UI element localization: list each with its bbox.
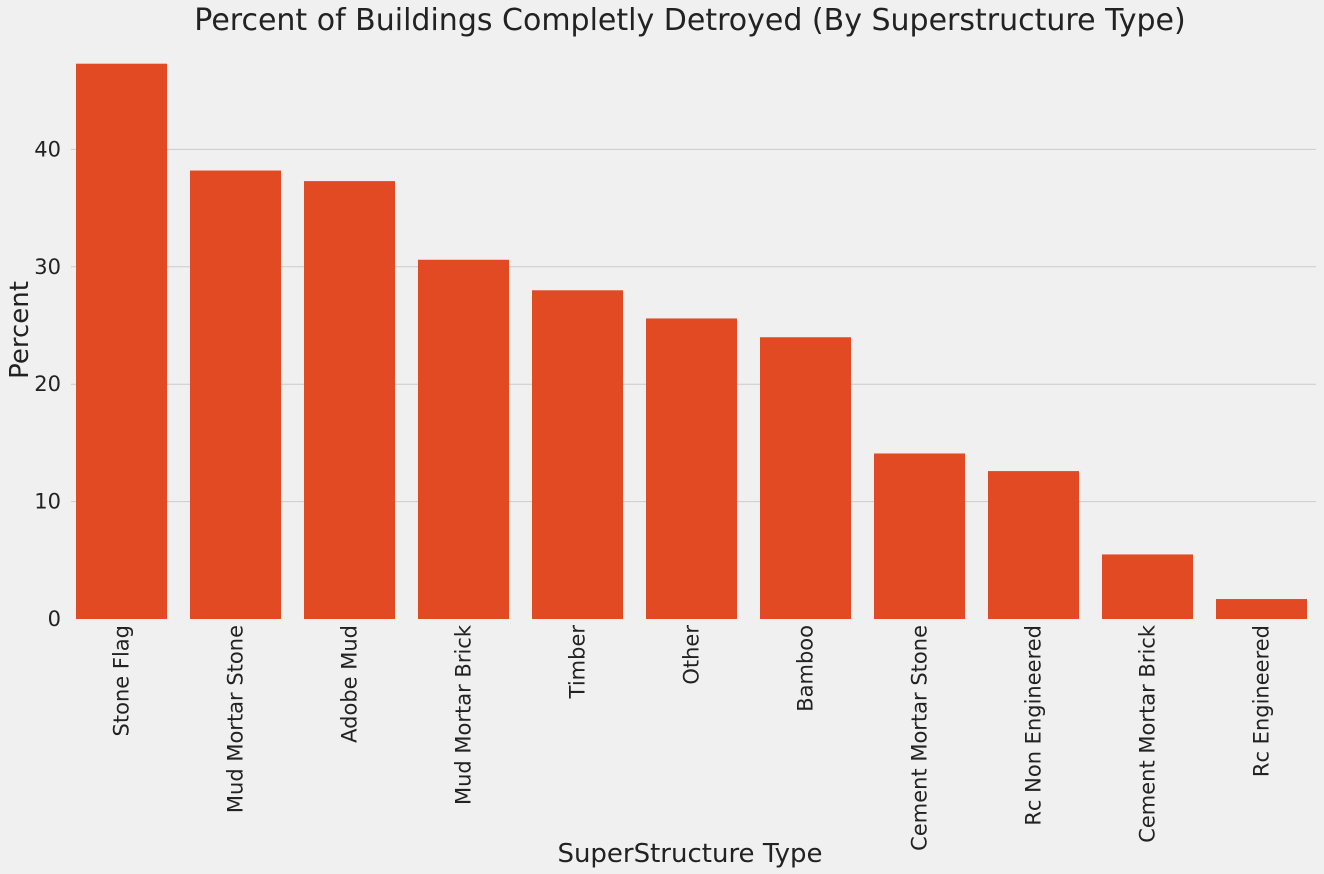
y-tick-label: 30 [34,255,61,279]
y-tick-label: 20 [34,372,61,396]
x-tick-label: Mud Mortar Brick [452,624,476,805]
x-tick-label: Other [680,625,704,685]
x-tick-label: Bamboo [794,625,818,712]
y-tick-label: 10 [34,490,61,514]
bar [760,337,851,619]
x-tick-label: Cement Mortar Brick [1136,624,1160,843]
bar [418,259,509,619]
x-tick-label: Stone Flag [110,625,134,736]
x-tick-label: Mud Mortar Stone [224,625,248,813]
bar [76,63,167,619]
bar [304,181,395,619]
x-tick-label: Rc Non Engineered [1022,625,1046,826]
bar [988,471,1079,619]
x-tick-label: Adobe Mud [338,625,362,743]
bar [532,290,623,619]
chart-title: Percent of Buildings Completly Detroyed … [194,3,1185,38]
x-tick-label: Rc Engineered [1250,625,1274,777]
bar [1216,599,1307,619]
x-tick-label: Timber [566,625,590,700]
bar [874,453,965,619]
x-tick-label: Cement Mortar Stone [908,625,932,851]
y-tick-label: 0 [48,607,61,631]
y-tick-labels: 0 10 20 30 40 [34,137,61,631]
bar [646,318,737,619]
bars [76,63,1307,620]
bar [1102,554,1193,619]
bar [190,170,281,620]
x-axis-label: SuperStructure Type [557,839,822,869]
y-axis-label: Percent [5,281,35,379]
y-tick-label: 40 [34,137,61,161]
x-tick-labels: Stone Flag Mud Mortar Stone Adobe Mud Mud M… [110,624,1274,851]
